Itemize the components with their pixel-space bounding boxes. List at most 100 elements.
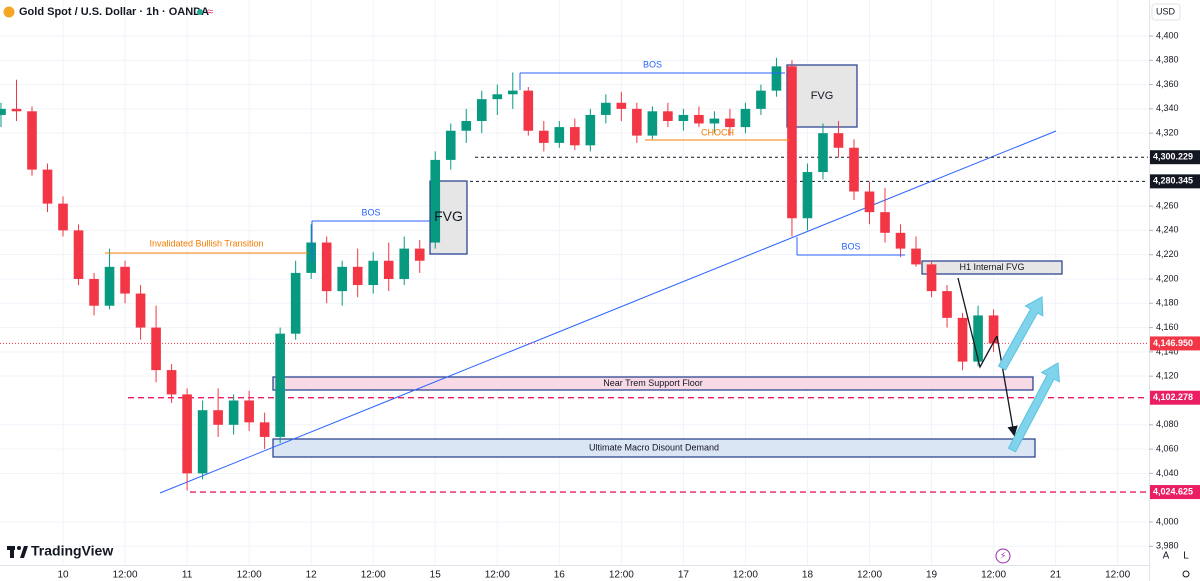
y-tick-label: 4,340	[1156, 103, 1179, 113]
candle-body	[120, 266, 130, 294]
candle-body	[911, 248, 921, 265]
brand-logo	[7, 546, 28, 558]
x-tick-label: 12:00	[237, 570, 262, 581]
candle-body	[275, 333, 285, 437]
x-tick-label: 12:00	[1105, 570, 1130, 581]
axis-button[interactable]: L	[1183, 551, 1189, 562]
axis-button[interactable]: A	[1163, 551, 1170, 562]
target-arrow	[997, 296, 1044, 371]
candle-body	[228, 400, 239, 425]
market-status	[197, 9, 203, 15]
brand: TradingView	[31, 543, 113, 559]
candle-body	[663, 111, 673, 122]
x-tick-label: 12:00	[485, 570, 510, 581]
candle-body	[213, 410, 223, 425]
candle-body	[802, 172, 813, 219]
candle-body	[27, 111, 37, 170]
candle-body	[244, 400, 254, 423]
price-line-label: 4,024.625	[1153, 486, 1193, 496]
y-tick-label: 4,140	[1156, 346, 1179, 356]
zone-label: FVG	[434, 208, 463, 224]
x-tick-label: 17	[678, 570, 690, 581]
candles	[0, 57, 999, 491]
y-tick-label: 4,180	[1156, 298, 1179, 308]
candle-body	[352, 266, 363, 286]
candle-body	[73, 230, 84, 279]
x-tick-label: 12:00	[857, 570, 882, 581]
target-arrow	[1007, 362, 1060, 453]
candle-body	[337, 266, 347, 292]
x-tick-label: 18	[802, 570, 814, 581]
y-tick-label: 4,200	[1156, 273, 1179, 283]
candle-body	[42, 169, 53, 204]
candle-body	[585, 114, 596, 146]
price-line-badge	[1150, 390, 1200, 405]
candle-body	[849, 147, 859, 192]
candle-body	[11, 108, 22, 112]
settings-icon[interactable]	[1182, 570, 1190, 578]
structure-label: CHOCH	[701, 127, 734, 137]
candle-body	[290, 272, 301, 334]
candle-body	[414, 248, 425, 261]
candle-body	[306, 242, 316, 273]
zone-label: H1 Internal FVG	[959, 262, 1024, 272]
x-tick-label: 16	[554, 570, 566, 581]
candle-body	[725, 118, 735, 128]
x-tick-label: 12:00	[113, 570, 138, 581]
y-tick-label: 3,980	[1156, 541, 1179, 551]
candle-body	[771, 66, 782, 91]
candle-body	[399, 248, 410, 279]
alert-icon[interactable]	[995, 548, 1011, 564]
x-tick-label: 15	[430, 570, 442, 581]
candle-body	[554, 127, 565, 143]
candle-body	[89, 278, 99, 306]
candle-body	[709, 118, 720, 124]
zone-label: Near Trem Support Floor	[603, 378, 703, 388]
candle-body	[957, 317, 968, 362]
y-tick-label: 4,120	[1156, 371, 1179, 381]
annotations: Invalidated Bullish Transition BOS FVG BOS F…	[105, 59, 1060, 453]
y-tick-label: 4,320	[1156, 128, 1179, 138]
candle-body	[694, 114, 704, 124]
projection-arrow	[996, 335, 1018, 437]
zone-label: Ultimate Macro Disount Demand	[589, 442, 719, 452]
chart-title: Gold Spot / U.S. Dollar · 1h · OANDA	[19, 6, 209, 18]
x-tick-label: 21	[1050, 570, 1062, 581]
currency-box[interactable]	[1151, 3, 1181, 21]
alert-glyph[interactable]: ⚡	[1000, 550, 1006, 560]
candle-body	[151, 327, 161, 371]
zone-box	[921, 260, 1063, 275]
structure-label: BOS	[841, 241, 860, 251]
candle-body	[926, 264, 937, 292]
candle-body	[818, 133, 828, 173]
candle-body	[368, 260, 379, 286]
zone-box	[786, 64, 858, 128]
candle-body	[445, 130, 456, 160]
candle-body	[0, 108, 6, 115]
y-tick-label: 4,260	[1156, 200, 1179, 210]
y-tick-label: 4,000	[1156, 516, 1179, 526]
price-line-badge	[1150, 174, 1200, 189]
candle-body	[647, 111, 658, 136]
y-tick-label: 4,380	[1156, 55, 1179, 65]
currency[interactable]: USD	[1156, 6, 1176, 16]
candle-body	[895, 232, 906, 249]
candle-body	[678, 114, 689, 122]
zone-box	[272, 376, 1034, 391]
candle-body	[988, 315, 999, 344]
price-line-label: 4,102.278	[1153, 392, 1193, 402]
y-tick-label: 4,220	[1156, 249, 1179, 259]
trendline	[159, 130, 1057, 494]
candle-body	[461, 121, 472, 131]
candle-body	[632, 108, 642, 136]
candle-body	[833, 133, 844, 148]
symbol-icon	[3, 6, 15, 18]
candle-body	[321, 242, 332, 292]
structure-label: BOS	[643, 59, 662, 69]
structure-label: Invalidated Bullish Transition	[149, 238, 263, 248]
candle-body	[539, 130, 549, 143]
candle-body	[104, 266, 115, 306]
x-tick-label: 12:00	[609, 570, 634, 581]
